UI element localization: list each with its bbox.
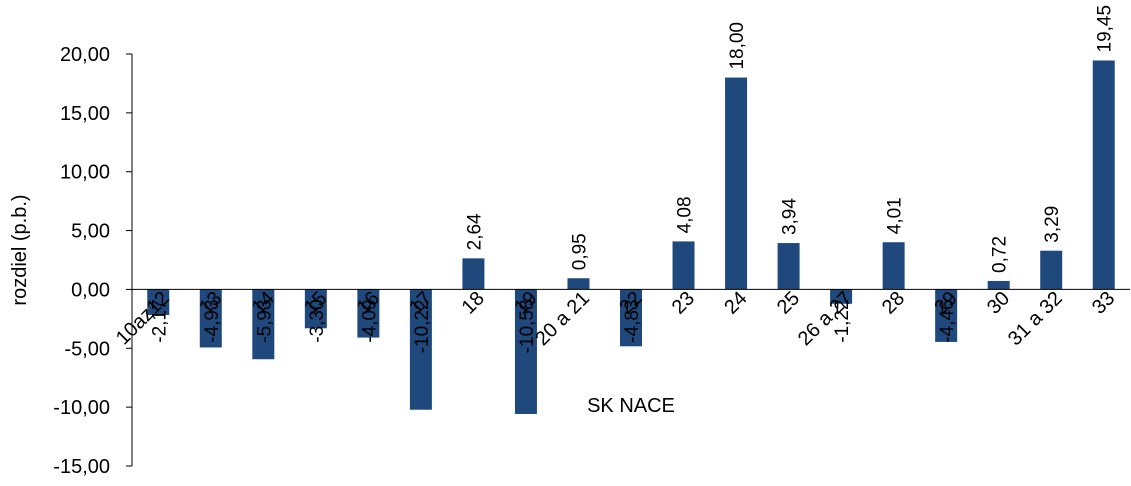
bar	[620, 289, 642, 347]
bar	[304, 289, 327, 329]
bar	[672, 241, 695, 290]
data-label: 2,64	[464, 213, 485, 250]
data-label: -5,93	[254, 299, 275, 342]
data-label: 4,08	[675, 196, 696, 233]
data-label: 18,00	[727, 22, 748, 70]
category-label: 28	[878, 287, 909, 318]
category-label: 20 a 21	[531, 287, 594, 350]
category-label: 24	[720, 287, 751, 318]
data-label: -4,09	[359, 299, 380, 342]
y-tick-label: 10,00	[60, 162, 110, 184]
bar	[935, 289, 958, 342]
bar	[409, 289, 432, 410]
y-tick-label: 0,00	[71, 279, 110, 301]
bar	[830, 289, 853, 304]
category-label: 33	[1088, 287, 1119, 318]
category-label: 23	[668, 287, 699, 318]
bar	[1092, 60, 1115, 290]
bar	[567, 278, 590, 290]
bar	[147, 289, 170, 315]
bar	[777, 243, 800, 290]
bar	[357, 289, 380, 338]
y-tick-label: 15,00	[60, 103, 110, 125]
bar	[882, 242, 905, 290]
data-label: -10,22	[412, 299, 433, 353]
y-tick-label: -10,00	[53, 397, 110, 419]
data-label: -4,83	[622, 299, 643, 342]
data-label: 0,95	[569, 233, 590, 270]
y-axis-title: rozdiel (p.b.)	[9, 194, 31, 305]
category-label: 30	[983, 287, 1014, 318]
bar	[199, 289, 222, 348]
bar	[252, 289, 275, 360]
data-label: -2,17	[149, 299, 170, 342]
category-label: 31 a 32	[1004, 287, 1067, 350]
y-tick-label: -15,00	[53, 456, 110, 478]
bar	[514, 289, 537, 414]
data-label: -3,30	[307, 299, 328, 342]
x-axis-title: SK NACE	[587, 395, 675, 417]
data-label: -10,58	[517, 299, 538, 353]
data-label: 3,94	[780, 198, 801, 235]
data-label: 0,72	[990, 236, 1011, 273]
bar	[1040, 250, 1063, 290]
data-label: 4,01	[885, 197, 906, 234]
data-label: -4,93	[202, 299, 223, 342]
category-label: 25	[773, 287, 804, 318]
data-label: -4,46	[937, 299, 958, 342]
data-label: 3,29	[1042, 206, 1063, 243]
bar	[462, 258, 485, 290]
bar	[987, 280, 1010, 290]
y-tick-label: 5,00	[71, 221, 110, 243]
data-label: 19,45	[1095, 5, 1116, 53]
category-label: 18	[458, 287, 489, 318]
bar	[725, 77, 748, 290]
y-tick-label: 20,00	[60, 44, 110, 66]
data-label: -1,22	[832, 299, 853, 342]
y-tick-label: -5,00	[64, 338, 110, 360]
